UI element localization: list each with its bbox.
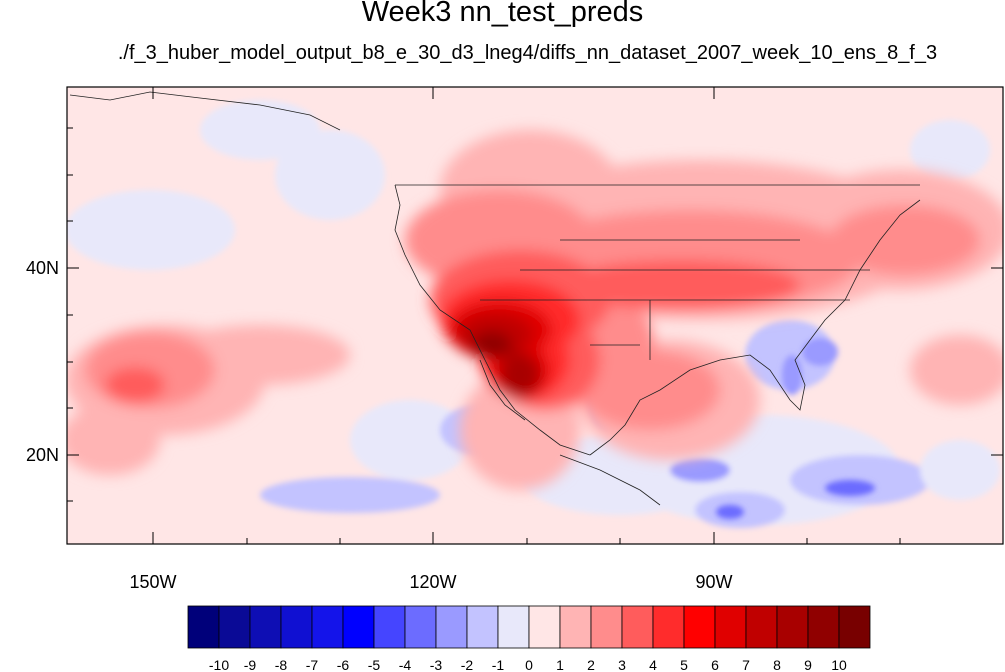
colorbar-box: [311, 605, 344, 649]
colorbar-box: [838, 605, 871, 649]
y-tick-label: 40N: [26, 258, 59, 278]
colorbar-box: [249, 605, 282, 649]
colorbar-label: 7: [742, 657, 750, 672]
colorbar-box: [590, 605, 623, 649]
colorbar-box: [466, 605, 499, 649]
colorbar-label: -6: [337, 657, 350, 672]
colorbar-box: [280, 605, 313, 649]
colorbar-box: [807, 605, 840, 649]
colorbar-box: [559, 605, 592, 649]
colorbar-label: 5: [680, 657, 688, 672]
colorbar-box: [621, 605, 654, 649]
y-axis-labels: 40N 20N: [26, 258, 59, 465]
positive-anomaly-fields: [67, 130, 1003, 490]
colorbar-label: -2: [461, 657, 474, 672]
coastlines: [69, 91, 921, 506]
colorbar-label: -5: [368, 657, 381, 672]
colorbar-box: [435, 605, 468, 649]
y-tick-label: 20N: [26, 445, 59, 465]
colorbar-label: -7: [306, 657, 319, 672]
colorbar-box: [218, 605, 251, 649]
colorbar-label: -4: [399, 657, 412, 672]
plot-title: Week3 nn_test_preds: [361, 0, 644, 28]
colorbar-box: [497, 605, 530, 649]
colorbar-label: -3: [430, 657, 443, 672]
x-tick-label: 150W: [129, 572, 176, 592]
x-tick-label: 90W: [695, 572, 732, 592]
colorbar-label: 4: [649, 657, 657, 672]
colorbar-label: -1: [492, 657, 505, 672]
colorbar-label: -9: [244, 657, 257, 672]
colorbar-label: 10: [831, 657, 847, 672]
colorbar-label: 2: [587, 657, 595, 672]
colorbar-label: -10: [209, 657, 229, 672]
x-tick-label: 120W: [409, 572, 456, 592]
colorbar-box: [404, 605, 437, 649]
colorbar-label: 6: [711, 657, 719, 672]
colorbar-box: [373, 605, 406, 649]
colorbar-box: [187, 605, 220, 649]
colorbar-labels: -10 -9 -8 -7 -6 -5 -4 -3 -2 -1 0 1 2 3 4 5 6 7 8 9 10: [209, 657, 847, 672]
colorbar-label: 3: [618, 657, 626, 672]
colorbar-box: [342, 605, 375, 649]
colorbar-label: -8: [275, 657, 288, 672]
colorbar-box: [652, 605, 685, 649]
colorbar-box: [745, 605, 778, 649]
colorbar-label: 1: [556, 657, 564, 672]
map-panel: [67, 87, 1003, 544]
colorbar-label: 0: [525, 657, 533, 672]
axis-ticks: [67, 87, 1003, 544]
plot-subtitle: ./f_3_huber_model_output_b8_e_30_d3_lneg…: [117, 42, 938, 64]
colorbar-box: [776, 605, 809, 649]
colorbar-box: [528, 605, 561, 649]
colorbar-box: [714, 605, 747, 649]
colorbar-label: 8: [773, 657, 781, 672]
colorbar: [187, 605, 871, 649]
colorbar-label: 9: [804, 657, 812, 672]
x-axis-labels: 150W 120W 90W: [129, 572, 732, 592]
colorbar-box: [683, 605, 716, 649]
